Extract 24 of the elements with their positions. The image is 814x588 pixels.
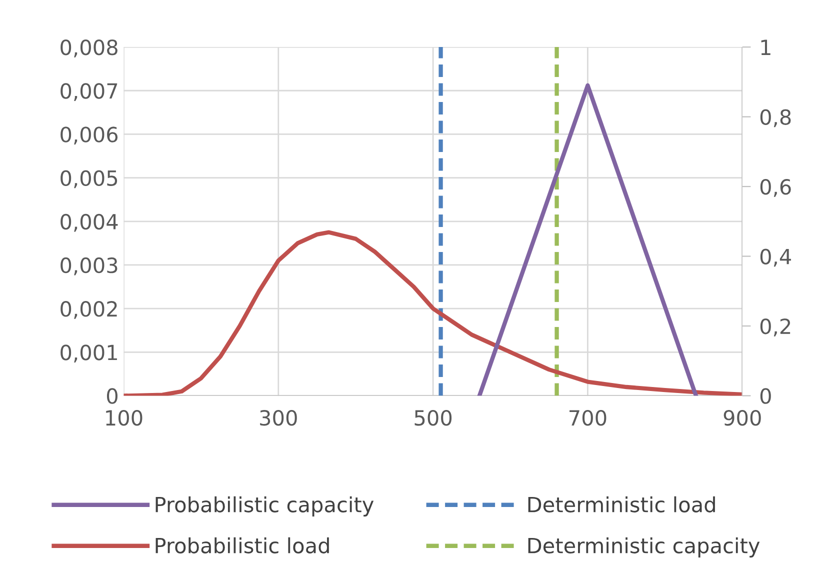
legend-label: Probabilistic load	[156, 537, 329, 554]
y-tick-label: 0,007	[60, 83, 118, 101]
y2-tick-label: 1	[761, 40, 770, 55]
y-tick-label: 0,003	[60, 257, 118, 276]
y-tick-label: 0,005	[60, 170, 118, 188]
y2-tick-label: 0,6	[760, 178, 791, 197]
y-tick-label: 0,004	[60, 214, 118, 232]
x-tick-label: 100	[106, 410, 142, 426]
x-tick-label: 500	[414, 410, 452, 426]
legend-label: Probabilistic capacity	[156, 496, 374, 516]
y-tick-label: 0	[106, 388, 118, 404]
legend-label: Deterministic capacity	[528, 537, 760, 558]
x-tick-label: 700	[570, 410, 606, 426]
y2-tick-label: 0,2	[760, 318, 790, 336]
y-tick-label: 0,006	[60, 126, 118, 145]
y-tick-label: 0,002	[60, 301, 117, 319]
x-tick-label: 300	[260, 410, 297, 426]
y2-tick-label: 0,4	[760, 248, 791, 267]
y2-tick-label: 0,8	[760, 109, 791, 128]
y-tick-label: 0,008	[60, 39, 118, 58]
y-tick-label: 0,001	[60, 344, 117, 362]
legend-label: Deterministic load	[528, 496, 715, 512]
y2-tick-label: 0	[760, 388, 771, 404]
x-tick-label: 900	[724, 410, 761, 426]
